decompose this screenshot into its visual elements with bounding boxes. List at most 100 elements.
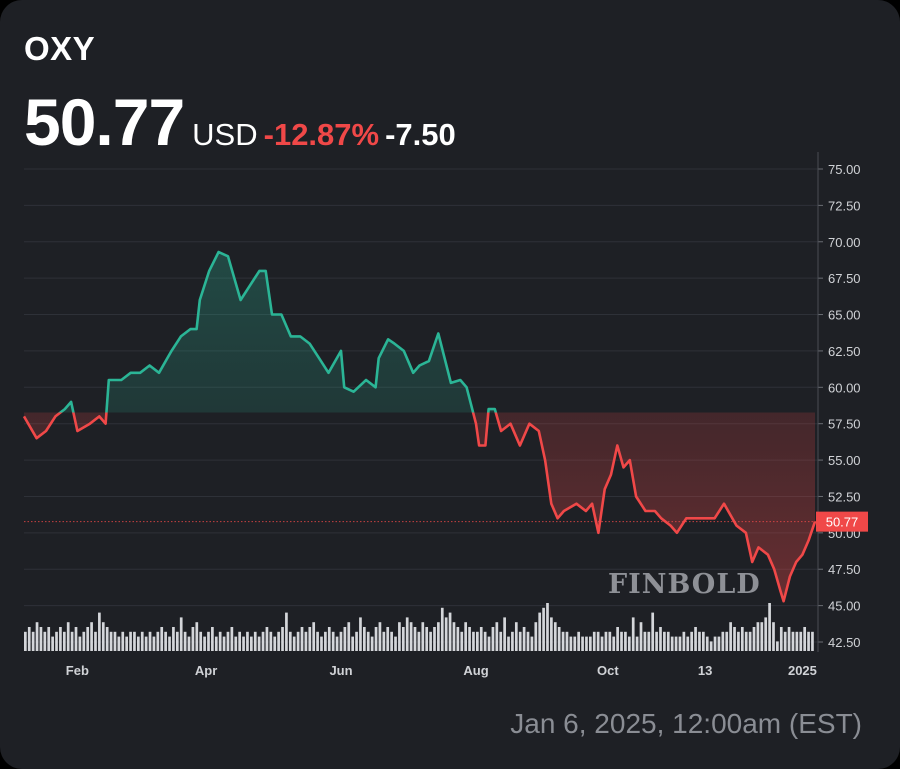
volume-bar xyxy=(409,622,413,651)
volume-bar xyxy=(729,622,732,651)
volume-bar xyxy=(612,636,616,651)
volume-bar xyxy=(109,631,113,651)
volume-bar xyxy=(464,622,468,651)
volume-bar xyxy=(698,631,701,651)
volume-bar xyxy=(327,627,331,651)
volume-bar xyxy=(787,627,791,651)
ticker-symbol: OXY xyxy=(24,30,96,67)
volume-bar xyxy=(542,607,545,651)
volume-bar xyxy=(43,631,47,651)
volume-bar xyxy=(569,636,573,651)
volume-bar xyxy=(164,631,167,651)
volume-bar xyxy=(390,631,393,651)
volume-bar xyxy=(281,627,284,651)
volume-bar xyxy=(483,631,487,651)
volume-bar xyxy=(382,631,386,651)
volume-bar xyxy=(511,631,514,651)
volume-bar xyxy=(363,627,366,651)
volume-bar xyxy=(230,627,234,651)
volume-bar xyxy=(433,627,436,651)
volume-bar xyxy=(31,631,35,651)
volume-bar xyxy=(740,627,744,651)
volume-bar xyxy=(772,622,775,651)
area-fill-down xyxy=(24,412,815,602)
volume-bar xyxy=(760,622,764,651)
y-tick-label: 72.50 xyxy=(828,198,861,213)
volume-bar xyxy=(62,631,66,651)
volume-bar xyxy=(78,636,82,651)
y-tick-label: 62.50 xyxy=(828,344,861,359)
x-tick-label: Aug xyxy=(463,663,488,678)
volume-bar xyxy=(191,627,195,651)
volume-bar xyxy=(90,622,93,651)
volume-bar xyxy=(783,631,787,651)
volume-bar xyxy=(66,622,70,651)
volume-bar xyxy=(553,622,557,651)
volume-bar xyxy=(370,636,374,651)
volume-bar xyxy=(324,631,327,651)
volume-bar xyxy=(764,617,768,651)
volume-bar xyxy=(596,631,600,651)
volume-bar xyxy=(592,631,596,651)
volume-bar xyxy=(366,631,370,651)
volume-bar xyxy=(137,636,140,651)
volume-bar xyxy=(304,631,308,651)
volume-bar xyxy=(413,627,417,651)
volume-bar xyxy=(600,636,604,651)
volume-bar xyxy=(300,627,304,651)
currency: USD xyxy=(192,117,258,152)
x-tick-label: Jun xyxy=(329,663,352,678)
volume-bar xyxy=(351,636,355,651)
volume-bar xyxy=(573,636,577,651)
x-tick-label: Apr xyxy=(195,663,217,678)
last-price-label: 50.77 xyxy=(826,515,859,530)
volume-bar xyxy=(561,631,565,651)
volume-bar xyxy=(686,636,690,651)
volume-bar xyxy=(398,622,401,651)
volume-bar xyxy=(476,631,479,651)
volume-bar xyxy=(261,631,265,651)
volume-bar xyxy=(94,631,97,651)
price-line-up xyxy=(58,250,498,413)
volume-bar xyxy=(448,612,452,651)
volume-bar xyxy=(359,617,362,651)
volume-bar xyxy=(378,622,382,651)
volume-bar xyxy=(694,627,697,651)
volume-bar xyxy=(557,627,561,651)
volume-bar xyxy=(495,622,499,651)
volume-bar xyxy=(807,631,810,651)
volume-bar xyxy=(207,631,210,651)
volume-bar xyxy=(374,627,378,651)
volume-bar xyxy=(156,631,160,651)
volume-bar xyxy=(288,631,292,651)
volume-bar xyxy=(526,631,530,651)
volume-bar xyxy=(55,631,58,651)
volume-bar xyxy=(405,617,409,651)
volume-bar xyxy=(168,636,171,651)
volume-bar xyxy=(776,641,779,651)
volume-bar xyxy=(577,631,581,651)
volume-bar xyxy=(117,636,121,651)
x-tick-label: 13 xyxy=(698,663,712,678)
volume-bar xyxy=(795,631,799,651)
volume-bar xyxy=(491,627,495,651)
volume-bar xyxy=(394,636,397,651)
volume-bar xyxy=(522,627,526,651)
y-tick-label: 55.00 xyxy=(828,453,861,468)
volume-bar xyxy=(425,627,429,651)
volume-bar xyxy=(211,627,214,651)
volume-bar xyxy=(702,631,705,651)
volume-bar xyxy=(265,627,269,651)
volume-bar xyxy=(507,636,510,651)
volume-bar xyxy=(705,636,709,651)
volume-bar xyxy=(172,627,175,651)
volume-bar xyxy=(487,636,491,651)
volume-bar xyxy=(70,631,74,651)
volume-bar xyxy=(779,627,783,651)
volume-bar xyxy=(125,636,129,651)
last-price-badge xyxy=(816,511,868,532)
change-absolute: -7.50 xyxy=(385,117,456,152)
volume-bar xyxy=(713,636,717,651)
volume-bar xyxy=(257,636,261,651)
volume-bar xyxy=(639,622,643,651)
